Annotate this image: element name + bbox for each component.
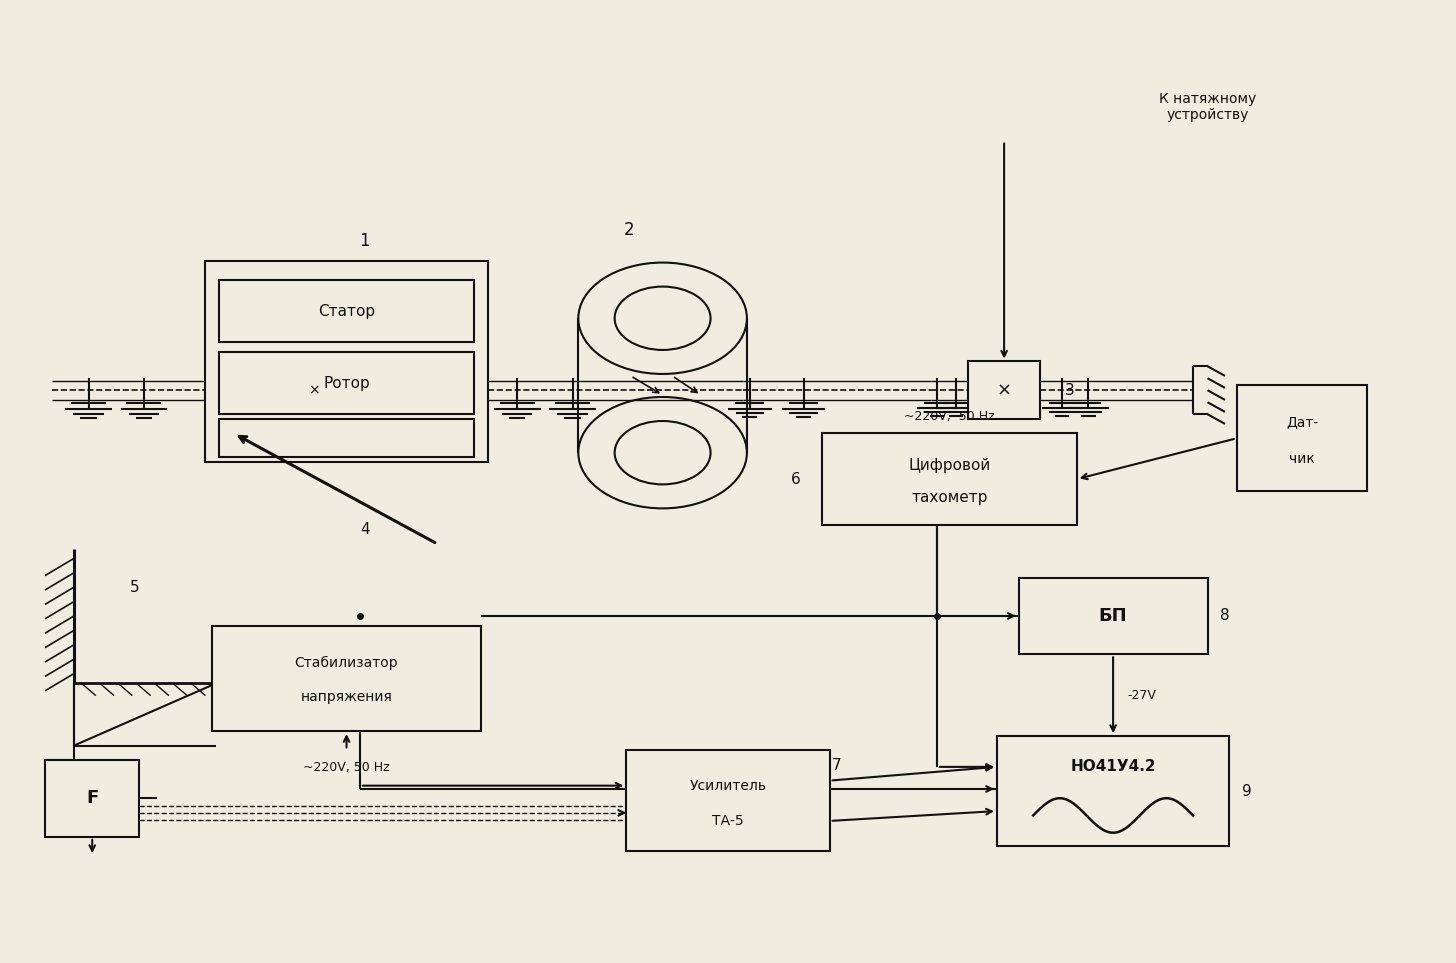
Text: Усилитель: Усилитель <box>690 779 766 793</box>
Text: 9: 9 <box>1242 784 1252 798</box>
Text: 6: 6 <box>791 472 801 486</box>
Text: Ротор: Ротор <box>323 376 370 391</box>
Text: 8: 8 <box>1220 609 1230 623</box>
Bar <box>626 750 830 851</box>
Text: Статор: Статор <box>317 303 376 319</box>
Text: Цифровой: Цифровой <box>909 458 990 473</box>
Text: F: F <box>86 790 99 807</box>
Text: 3: 3 <box>1064 382 1075 398</box>
Bar <box>1019 578 1207 654</box>
Bar <box>220 280 473 342</box>
Bar <box>968 361 1041 419</box>
Text: тахометр: тахометр <box>911 490 987 505</box>
Text: 4: 4 <box>360 522 370 537</box>
Text: чик: чик <box>1289 453 1315 466</box>
Bar <box>220 351 473 414</box>
Text: Дат-: Дат- <box>1286 415 1318 429</box>
Bar <box>205 261 488 462</box>
Text: Стабилизатор: Стабилизатор <box>294 656 399 669</box>
Text: ~220V,  50 Hz: ~220V, 50 Hz <box>904 409 994 423</box>
Text: -27V: -27V <box>1127 689 1156 702</box>
Bar <box>997 736 1229 846</box>
Text: напряжения: напряжения <box>300 690 393 704</box>
Text: 1: 1 <box>360 232 370 250</box>
Text: 7: 7 <box>833 758 842 773</box>
Text: ×: × <box>996 381 1012 400</box>
Text: БП: БП <box>1099 607 1127 625</box>
Bar <box>1236 385 1367 491</box>
Text: ТА-5: ТА-5 <box>712 814 744 828</box>
Text: 2: 2 <box>623 221 635 239</box>
Bar <box>823 433 1077 525</box>
Bar <box>45 760 140 837</box>
Text: ~220V, 50 Hz: ~220V, 50 Hz <box>303 761 390 774</box>
Text: ×: × <box>309 383 320 398</box>
Bar <box>213 626 480 731</box>
Text: 5: 5 <box>130 580 140 594</box>
Text: К натяжному
устройству: К натяжному устройству <box>1159 91 1257 122</box>
Bar <box>220 419 473 457</box>
Text: НО41У4.2: НО41У4.2 <box>1070 760 1156 774</box>
